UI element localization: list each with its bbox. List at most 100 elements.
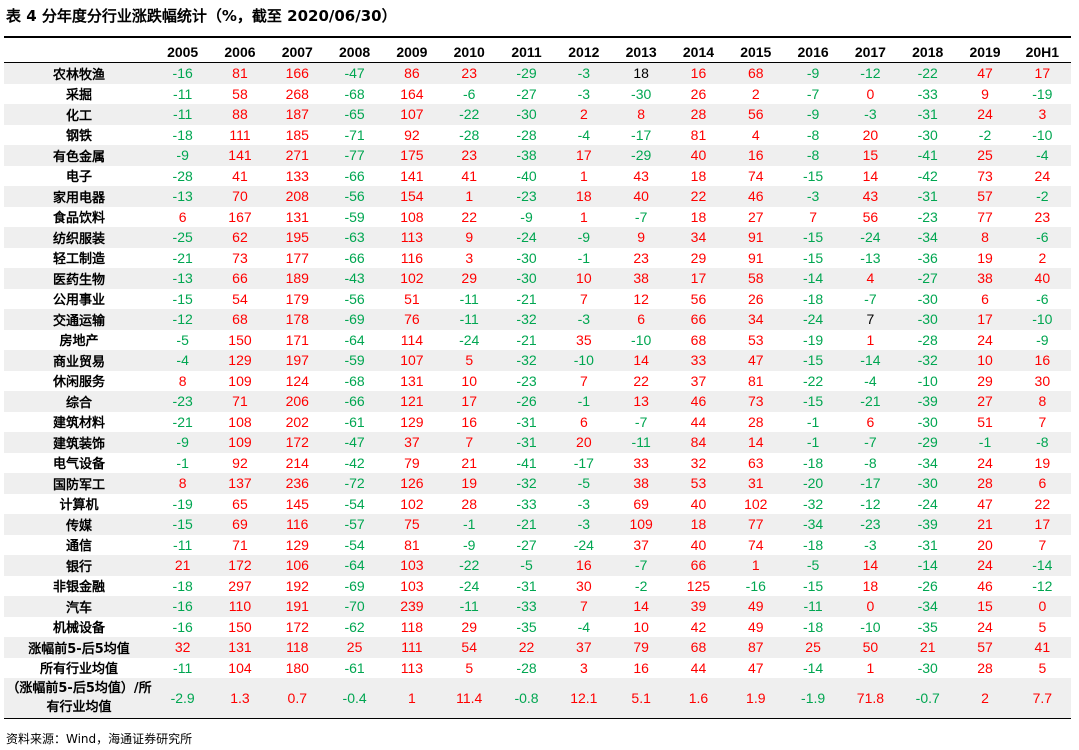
header-year: 2009 (383, 41, 441, 63)
value-cell: 1 (579, 208, 588, 225)
value-cell: 3 (1038, 106, 1047, 123)
value-cell: 7 (1038, 536, 1047, 553)
value-cell: 197 (285, 352, 309, 369)
value-cell: 17 (690, 270, 707, 287)
industry-name: 化工 (65, 108, 92, 124)
value-cell: 23 (633, 249, 649, 266)
industry-name: 汽车 (65, 600, 92, 616)
value-cell: -7 (864, 290, 877, 307)
value-cell: -28 (172, 167, 193, 184)
value-cell: 107 (400, 352, 424, 369)
value-cell: 42 (690, 618, 707, 635)
industry-name: 休闲服务 (52, 375, 105, 391)
value-cell: 5 (1038, 659, 1047, 676)
value-cell: -0.4 (325, 678, 384, 719)
value-cell: -5 (577, 475, 591, 492)
value-cell: 110 (228, 598, 252, 615)
value-cell: -10 (1032, 126, 1053, 143)
table-row: 纺织服装 -25 62 195 -63 113 9 -24 -9 9 34 91 -15 -24 -34 8 -… (4, 227, 1071, 248)
value-cell: 5 (465, 352, 474, 369)
value-cell: -3 (577, 495, 591, 512)
value-cell: 109 (629, 516, 653, 533)
value-cell: 70 (232, 188, 248, 205)
value-cell: -30 (516, 106, 537, 123)
industry-name: 计算机 (59, 498, 99, 514)
value-cell: 69 (232, 516, 248, 533)
value-cell: 81 (690, 126, 707, 143)
industry-name: 综合 (65, 395, 92, 411)
value-cell: 129 (400, 413, 424, 430)
value-cell: 16 (461, 413, 477, 430)
value-cell: -68 (344, 372, 365, 389)
value-cell: -59 (344, 208, 365, 225)
value-cell: 71 (232, 536, 248, 553)
value-cell: 54 (461, 639, 477, 656)
value-cell: -34 (917, 598, 938, 615)
value-cell: 4 (751, 126, 760, 143)
value-cell: -31 (917, 536, 938, 553)
header-year: 2010 (440, 41, 498, 63)
value-cell: -1 (176, 454, 189, 471)
value-cell: -64 (344, 331, 365, 348)
value-cell: -16 (172, 65, 193, 82)
value-cell: 20 (576, 434, 592, 451)
value-cell: 2 (579, 106, 588, 123)
value-cell: -34 (802, 516, 824, 533)
value-cell: 8 (981, 229, 989, 246)
value-cell: 116 (286, 516, 309, 533)
value-cell: 19 (1034, 454, 1051, 471)
value-cell: 236 (285, 475, 309, 492)
value-cell: 129 (285, 536, 309, 553)
value-cell: 43 (633, 167, 649, 184)
header-year: 2017 (841, 41, 900, 63)
industry-name: 电子 (65, 170, 92, 186)
value-cell: 28 (747, 413, 764, 430)
value-cell: 137 (228, 475, 252, 492)
value-cell: 28 (977, 659, 993, 676)
value-cell: 10 (461, 372, 477, 389)
value-cell: -54 (344, 495, 365, 512)
value-cell: -9 (462, 536, 476, 553)
value-cell: 18 (690, 516, 707, 533)
industry-name: 钢铁 (65, 129, 92, 145)
value-cell: -7 (634, 557, 648, 574)
value-cell: -14 (1032, 557, 1053, 574)
value-cell: 3 (465, 249, 474, 266)
value-cell: 14 (862, 557, 879, 574)
value-cell: 18 (690, 167, 707, 184)
value-cell: 12 (633, 290, 649, 307)
value-cell: -15 (802, 352, 824, 369)
value-cell: -9 (176, 147, 189, 164)
value-cell: -47 (344, 65, 365, 82)
value-cell: 74 (747, 536, 764, 553)
value-cell: -1 (577, 249, 591, 266)
value-cell: 51 (977, 413, 993, 430)
table-row: 家用电器 -13 70 208 -56 154 1 -23 18 40 22 46 -3 43 -31 57 -… (4, 186, 1071, 207)
value-cell: 131 (228, 639, 252, 656)
value-cell: 81 (232, 65, 248, 82)
industry-name: （涨幅前5-后5均值）/所有行业均值 (4, 678, 154, 719)
value-cell: -1 (577, 393, 591, 410)
value-cell: 150 (228, 618, 252, 635)
header-year: 2006 (211, 41, 269, 63)
value-cell: 28 (977, 475, 993, 492)
value-cell: -24 (459, 577, 480, 594)
value-cell: 58 (747, 270, 764, 287)
value-cell: 27 (747, 208, 764, 225)
value-cell: -33 (516, 598, 537, 615)
value-cell: -8 (1036, 434, 1049, 451)
table-row: 公用事业 -15 54 179 -56 51 -11 -21 7 12 56 26 -18 -7 -30 6 -… (4, 289, 1071, 310)
value-cell: -9 (1036, 331, 1049, 348)
value-cell: 108 (400, 208, 424, 225)
value-cell: 29 (690, 249, 707, 266)
value-cell: -15 (802, 249, 824, 266)
value-cell: -31 (917, 188, 938, 205)
header-year: 20H1 (1013, 41, 1071, 63)
value-cell: -4 (577, 126, 591, 143)
value-cell: -23 (917, 208, 938, 225)
table-row: 汽车 -16 110 191 -70 239 -11 -33 7 14 39 49 -11 0 -34 15 0 (4, 596, 1071, 617)
industry-returns-table: 2005 2006 2007 2008 2009 2010 2011 2012 2013 2014… (4, 41, 1071, 719)
industry-name: 商业贸易 (52, 354, 105, 370)
value-cell: 47 (747, 659, 764, 676)
value-cell: 1.3 (211, 678, 269, 719)
